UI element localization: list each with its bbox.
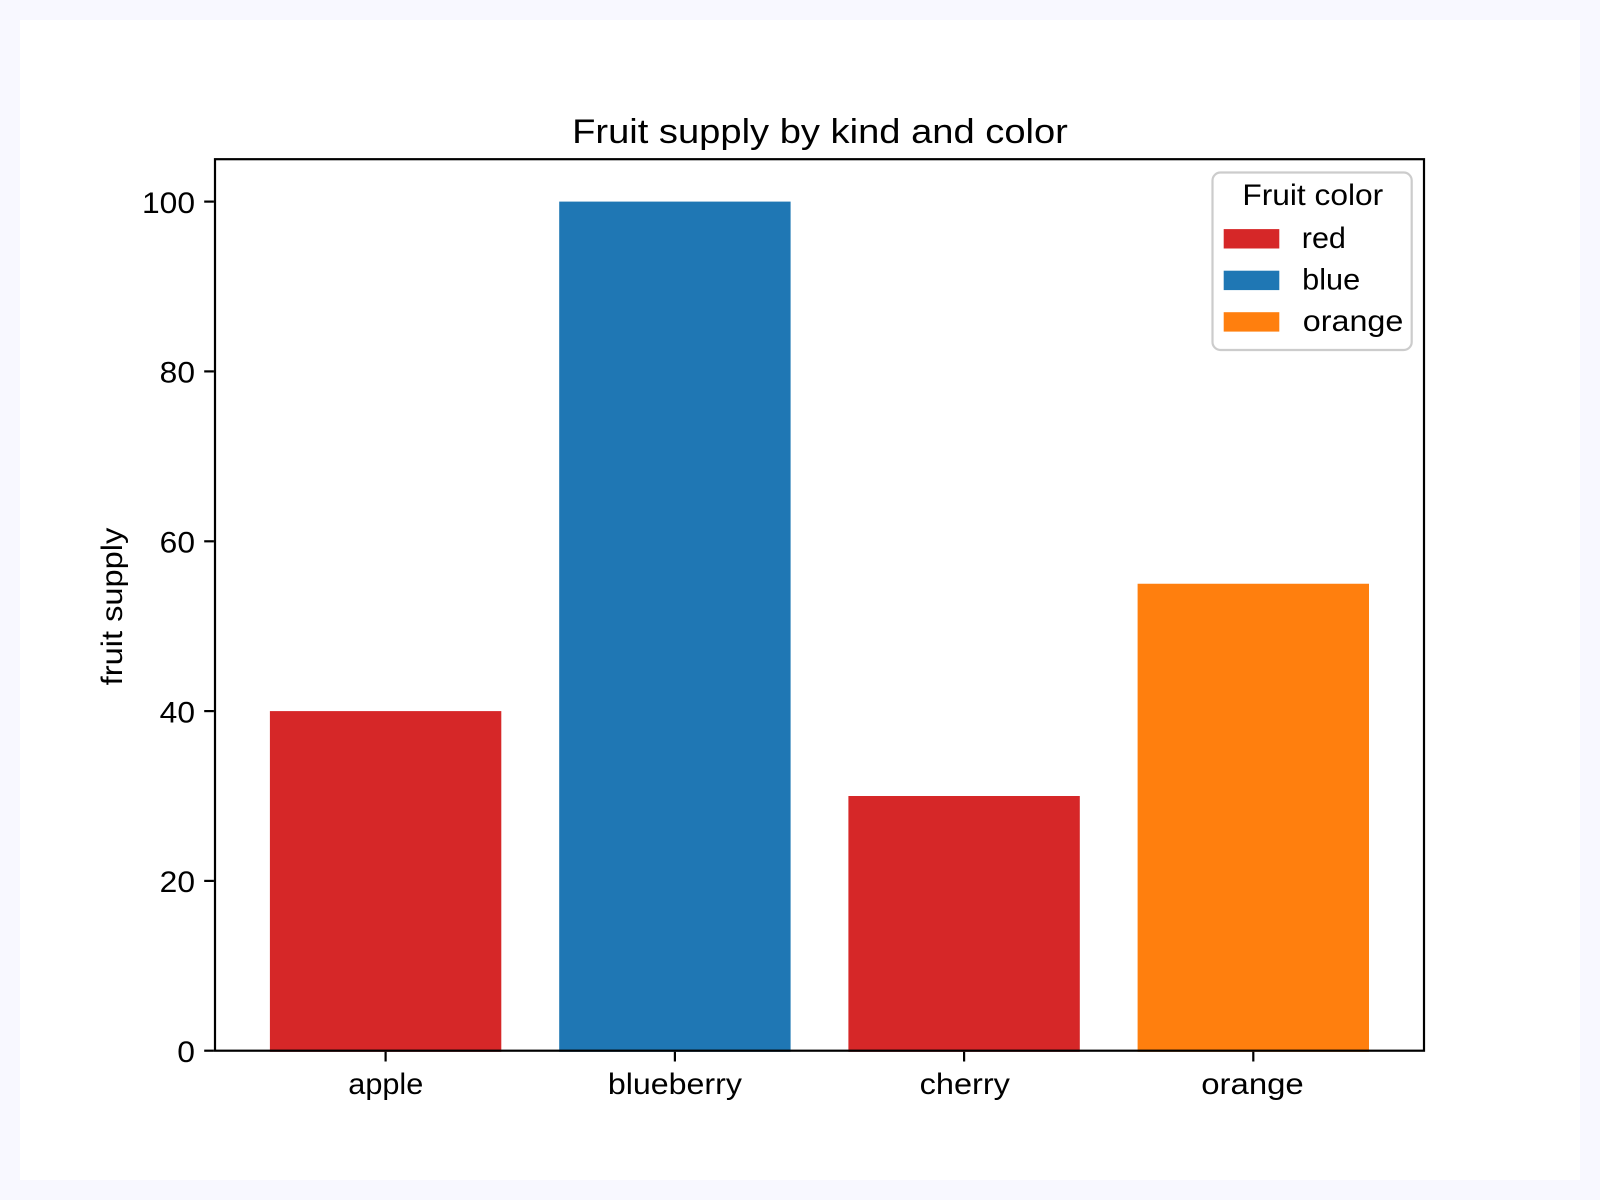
svg-text:apple: apple — [348, 1068, 423, 1101]
svg-text:fruit supply: fruit supply — [96, 527, 129, 685]
svg-text:red: red — [1302, 222, 1346, 255]
svg-text:blueberry: blueberry — [608, 1068, 742, 1101]
svg-text:20: 20 — [160, 866, 195, 899]
svg-text:orange: orange — [1201, 1068, 1304, 1101]
svg-text:Fruit supply by kind and color: Fruit supply by kind and color — [572, 113, 1068, 151]
svg-text:orange: orange — [1303, 305, 1404, 338]
svg-text:Fruit color: Fruit color — [1242, 179, 1383, 212]
svg-text:40: 40 — [160, 696, 195, 729]
svg-text:100: 100 — [142, 187, 195, 220]
svg-text:0: 0 — [177, 1036, 195, 1069]
svg-text:blue: blue — [1302, 264, 1360, 297]
svg-text:cherry: cherry — [920, 1068, 1011, 1101]
svg-text:60: 60 — [160, 527, 195, 560]
svg-text:80: 80 — [160, 357, 195, 390]
